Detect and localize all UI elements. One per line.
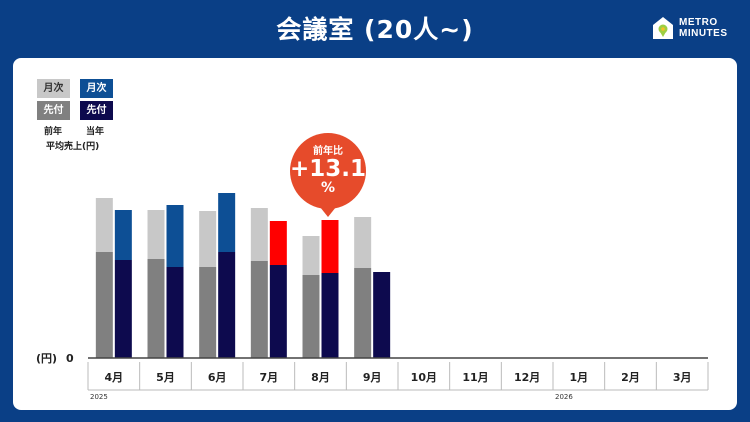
bar-prev-advance-1 xyxy=(147,259,165,358)
legend-prev-advance: 先付 xyxy=(37,101,70,120)
y-axis-label: (円) xyxy=(36,352,57,365)
bar-prev-advance-4 xyxy=(302,275,320,358)
x-tick-9: 1月 xyxy=(570,371,589,384)
x-tick-11: 3月 xyxy=(673,371,692,384)
bar-curr-advance-4 xyxy=(321,273,339,358)
bar-curr-monthly-1 xyxy=(166,205,184,267)
x-tick-4: 8月 xyxy=(311,371,330,384)
x-tick-7: 11月 xyxy=(462,371,488,384)
bar-prev-advance-3 xyxy=(250,261,268,358)
bar-curr-monthly-3 xyxy=(269,221,287,265)
legend-prev-label: 前年 xyxy=(44,127,63,137)
y-tick-0: 0 xyxy=(66,352,74,365)
x-tick-5: 9月 xyxy=(363,371,382,384)
bar-prev-advance-2 xyxy=(199,267,217,358)
legend-caption: 平均売上(円) xyxy=(46,142,100,152)
bar-prev-monthly-2 xyxy=(199,211,217,267)
x-tick-10: 2月 xyxy=(621,371,640,384)
bar-prev-monthly-3 xyxy=(250,208,268,261)
year-label-0: 2025 xyxy=(90,393,108,401)
year-label-1: 2026 xyxy=(555,393,573,401)
bar-curr-advance-0 xyxy=(114,260,132,358)
legend-curr-advance: 先付 xyxy=(80,101,113,120)
x-tick-2: 6月 xyxy=(208,371,227,384)
bar-prev-advance-5 xyxy=(354,268,372,358)
bar-prev-monthly-0 xyxy=(95,198,113,252)
callout-label: 前年比 xyxy=(313,146,343,157)
x-tick-8: 12月 xyxy=(514,371,540,384)
bar-curr-advance-3 xyxy=(269,265,287,358)
bar-curr-monthly-2 xyxy=(218,193,236,252)
legend-prev-monthly: 月次 xyxy=(37,79,70,98)
legend-curr-monthly: 月次 xyxy=(80,79,113,98)
bar-curr-advance-2 xyxy=(218,252,236,358)
brand-line1: METRO xyxy=(679,17,718,28)
brand-line2: MINUTES xyxy=(679,28,728,39)
bar-prev-advance-0 xyxy=(95,252,113,358)
house-pin-icon xyxy=(653,17,673,39)
brand-logo: METRO MINUTES xyxy=(652,16,728,40)
x-tick-3: 7月 xyxy=(260,371,279,384)
bar-prev-monthly-4 xyxy=(302,236,320,275)
callout-value: +13.1 xyxy=(290,156,367,182)
bar-curr-advance-5 xyxy=(373,272,391,358)
bar-curr-monthly-4 xyxy=(321,220,339,273)
bar-prev-monthly-1 xyxy=(147,210,165,259)
page-title: 会議室 (20人~) xyxy=(276,15,474,44)
legend-curr-label: 当年 xyxy=(86,127,105,137)
bar-curr-monthly-0 xyxy=(114,210,132,260)
yoy-callout: 前年比 +13.1 % xyxy=(290,133,367,217)
callout-unit: % xyxy=(320,180,336,196)
bar-curr-advance-1 xyxy=(166,267,184,358)
x-tick-1: 5月 xyxy=(156,371,175,384)
bar-prev-monthly-5 xyxy=(354,217,372,268)
x-tick-6: 10月 xyxy=(411,371,437,384)
x-tick-0: 4月 xyxy=(105,371,124,384)
brand-name: METRO MINUTES xyxy=(679,17,728,39)
